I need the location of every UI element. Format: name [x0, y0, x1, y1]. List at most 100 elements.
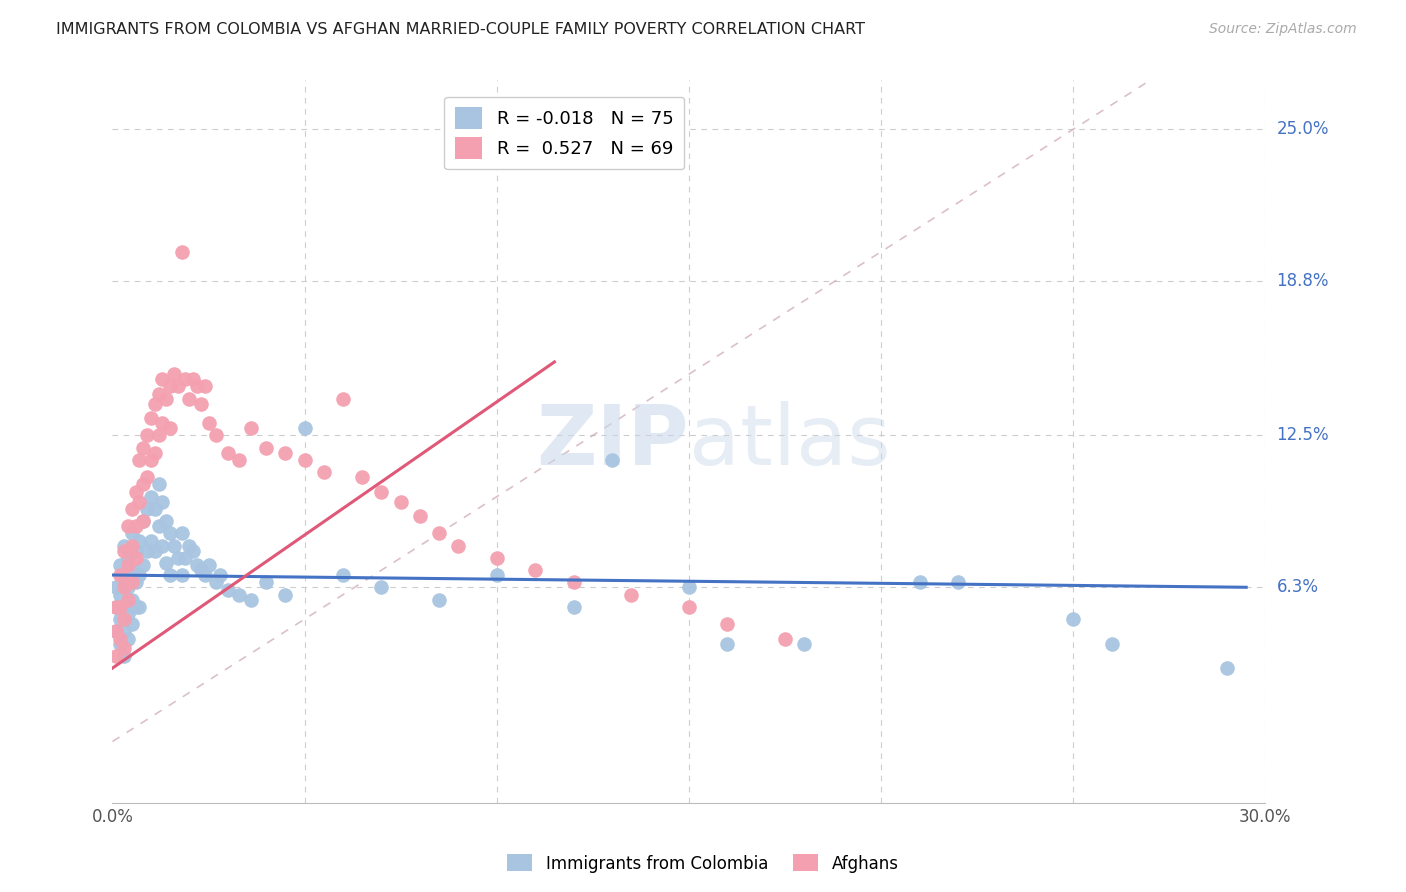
Point — [174, 372, 197, 386]
Point — [117, 558, 139, 573]
Legend: Immigrants from Colombia, Afghans: Immigrants from Colombia, Afghans — [501, 847, 905, 880]
Point — [108, 568, 131, 582]
Point — [132, 514, 155, 528]
Point — [117, 632, 139, 646]
Point — [908, 575, 931, 590]
Point — [793, 637, 815, 651]
Text: 12.5%: 12.5% — [1277, 426, 1329, 444]
Point — [128, 494, 150, 508]
Point — [239, 421, 262, 435]
Point — [163, 539, 186, 553]
Point — [174, 550, 197, 565]
Point — [132, 514, 155, 528]
Point — [121, 592, 143, 607]
Point — [600, 453, 623, 467]
Point — [166, 379, 188, 393]
Point — [190, 563, 212, 577]
Point — [1101, 637, 1123, 651]
Point — [117, 519, 139, 533]
Point — [332, 568, 354, 582]
Point — [108, 588, 131, 602]
Point — [136, 502, 159, 516]
Point — [427, 526, 450, 541]
Point — [186, 379, 208, 393]
Point — [197, 558, 219, 573]
Point — [112, 641, 135, 656]
Point — [139, 453, 162, 467]
Point — [159, 526, 181, 541]
Point — [197, 416, 219, 430]
Point — [105, 624, 128, 639]
Point — [121, 502, 143, 516]
Point — [117, 550, 139, 565]
Point — [170, 568, 193, 582]
Point — [143, 543, 166, 558]
Point — [389, 494, 412, 508]
Point — [181, 543, 204, 558]
Point — [217, 445, 239, 459]
Point — [148, 386, 170, 401]
Point — [108, 612, 131, 626]
Text: ZIP: ZIP — [537, 401, 689, 482]
Point — [678, 599, 700, 614]
Point — [117, 592, 139, 607]
Point — [132, 558, 155, 573]
Point — [562, 575, 585, 590]
Point — [194, 379, 217, 393]
Point — [166, 550, 188, 565]
Point — [143, 396, 166, 410]
Point — [108, 599, 131, 614]
Point — [105, 599, 128, 614]
Point — [562, 599, 585, 614]
Point — [121, 539, 143, 553]
Point — [117, 580, 139, 594]
Point — [105, 624, 128, 639]
Point — [1216, 661, 1239, 675]
Point — [124, 543, 146, 558]
Point — [108, 637, 131, 651]
Point — [143, 502, 166, 516]
Point — [112, 612, 135, 626]
Point — [159, 568, 181, 582]
Point — [139, 490, 162, 504]
Text: atlas: atlas — [689, 401, 890, 482]
Point — [274, 588, 297, 602]
Text: Source: ZipAtlas.com: Source: ZipAtlas.com — [1209, 22, 1357, 37]
Point — [121, 526, 143, 541]
Point — [112, 599, 135, 614]
Point — [112, 539, 135, 553]
Point — [352, 470, 374, 484]
Point — [228, 453, 250, 467]
Point — [132, 441, 155, 455]
Point — [121, 617, 143, 632]
Point — [239, 592, 262, 607]
Point — [128, 533, 150, 548]
Point — [112, 624, 135, 639]
Point — [128, 599, 150, 614]
Point — [620, 588, 643, 602]
Point — [170, 526, 193, 541]
Point — [155, 514, 177, 528]
Point — [427, 592, 450, 607]
Point — [152, 539, 174, 553]
Point — [485, 550, 508, 565]
Point — [124, 484, 146, 499]
Point — [105, 648, 128, 663]
Point — [136, 428, 159, 442]
Point — [179, 539, 201, 553]
Point — [124, 550, 146, 565]
Point — [163, 367, 186, 381]
Point — [190, 396, 212, 410]
Point — [409, 509, 432, 524]
Point — [524, 563, 547, 577]
Point — [136, 470, 159, 484]
Point — [124, 599, 146, 614]
Point — [105, 580, 128, 594]
Point — [112, 575, 135, 590]
Point — [105, 599, 128, 614]
Point — [112, 648, 135, 663]
Point — [152, 494, 174, 508]
Point — [128, 568, 150, 582]
Point — [1062, 612, 1084, 626]
Text: 6.3%: 6.3% — [1277, 578, 1319, 596]
